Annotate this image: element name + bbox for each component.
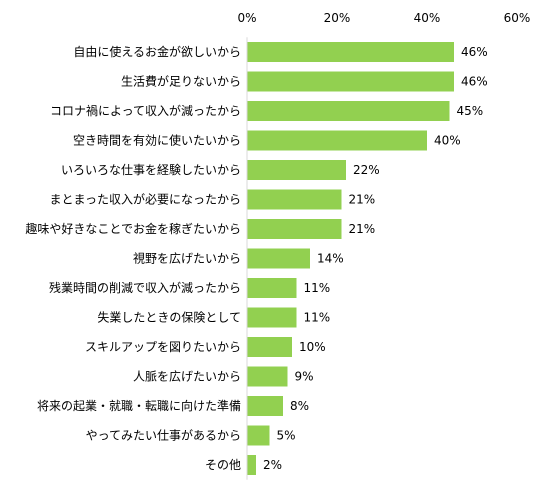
bar xyxy=(247,455,256,475)
bar xyxy=(247,71,454,92)
value-label: 2% xyxy=(263,458,282,472)
value-label: 8% xyxy=(290,399,309,413)
value-label: 9% xyxy=(295,370,314,384)
category-label: 人脈を広げたいから xyxy=(133,370,241,384)
bar xyxy=(247,425,270,446)
category-labels: 自由に使えるお金が欲しいから生活費が足りないからコロナ禍によって収入が減ったから… xyxy=(25,44,241,472)
category-label: 失業したときの保険として xyxy=(97,310,241,325)
value-label: 22% xyxy=(353,163,380,177)
bar xyxy=(247,366,288,387)
bar xyxy=(247,160,346,180)
value-label: 21% xyxy=(349,222,376,236)
value-label: 21% xyxy=(349,193,376,207)
category-label: 自由に使えるお金が欲しいから xyxy=(73,44,241,59)
value-label: 14% xyxy=(317,252,344,266)
category-label: 視野を広げたいから xyxy=(133,251,241,266)
value-label: 46% xyxy=(461,75,488,89)
value-label: 10% xyxy=(299,340,326,354)
value-label: 46% xyxy=(461,45,488,59)
bar xyxy=(247,307,297,328)
x-tick-label: 0% xyxy=(237,11,256,25)
category-label: いろいろな仕事を経験したいから xyxy=(61,162,241,177)
value-label: 5% xyxy=(277,429,296,443)
x-tick-label: 40% xyxy=(414,11,441,25)
value-label: 11% xyxy=(304,311,331,325)
category-label: まとまった収入が必要になったから xyxy=(49,192,241,207)
bar xyxy=(247,337,292,357)
x-axis-ticks: 0% 20% 40% 60% xyxy=(237,11,530,25)
bar xyxy=(247,219,342,239)
bar xyxy=(247,189,342,210)
value-label: 40% xyxy=(434,134,461,148)
bars xyxy=(247,42,454,475)
bar xyxy=(247,130,427,151)
x-tick-label: 20% xyxy=(324,11,351,25)
category-label: 残業時間の削減で収入が減ったから xyxy=(49,280,241,295)
value-label: 45% xyxy=(457,104,484,118)
category-label: 将来の起業・就職・転職に向けた準備 xyxy=(37,398,241,413)
category-label: その他 xyxy=(205,458,241,472)
category-label: スキルアップを図りたいから xyxy=(85,340,241,354)
value-labels: 46% 46% 45% 40% 22% 21% 21% 14% 11% 11% 10% 9% 8% 5% 2… xyxy=(263,45,488,472)
category-label: やってみたい仕事があるから xyxy=(86,428,241,443)
x-tick-label: 60% xyxy=(504,11,531,25)
bar xyxy=(247,278,297,298)
category-label: 趣味や好きなことでお金を稼ぎたいから xyxy=(25,221,241,236)
bar xyxy=(247,396,283,416)
category-label: コロナ禍によって収入が減ったから xyxy=(50,103,241,118)
bar xyxy=(247,101,450,121)
category-label: 空き時間を有効に使いたいから xyxy=(73,133,241,148)
bar xyxy=(247,248,310,269)
value-label: 11% xyxy=(304,281,331,295)
bar xyxy=(247,42,454,62)
category-label: 生活費が足りないから xyxy=(121,74,241,89)
